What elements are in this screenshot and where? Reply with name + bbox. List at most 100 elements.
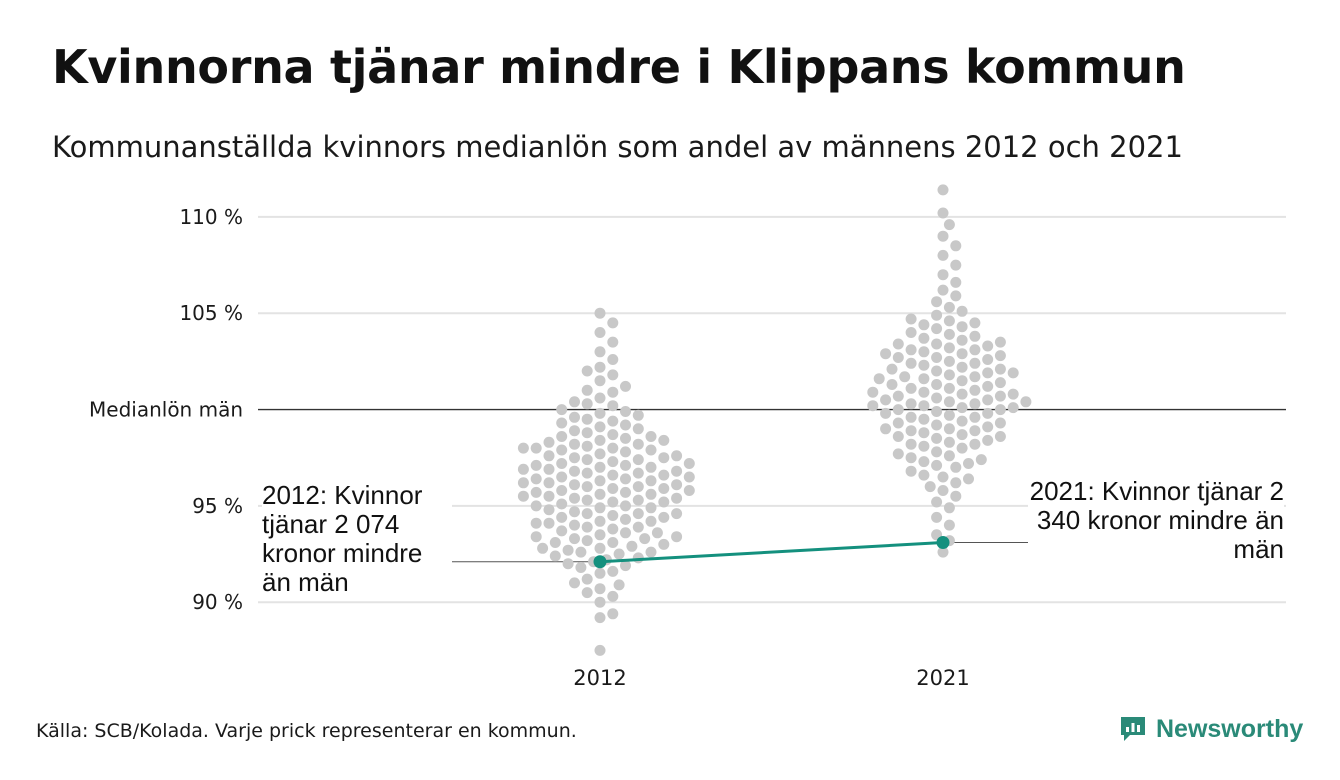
municipality-dot (886, 379, 898, 390)
municipality-dot (994, 417, 1006, 429)
municipality-dot (607, 590, 619, 602)
municipality-dot (594, 529, 606, 541)
municipality-dot (569, 577, 580, 589)
municipality-dot (530, 486, 542, 498)
municipality-dot (880, 394, 892, 406)
municipality-dot (607, 456, 619, 468)
beeswarm-chart: 90 % 95 % Medianlön män 105 % 110 % 2012 2021 (89, 184, 1286, 690)
municipality-dot (594, 361, 606, 373)
municipality-dot (626, 540, 638, 552)
municipality-dot (569, 452, 580, 464)
municipality-dot (581, 427, 593, 439)
municipality-dot (982, 380, 994, 392)
municipality-dot (556, 525, 568, 537)
municipality-dot (905, 327, 917, 338)
municipality-dot (931, 459, 943, 471)
municipality-dot (594, 346, 606, 358)
newsworthy-logo-icon (1121, 717, 1145, 741)
municipality-dot (607, 336, 619, 348)
municipality-dot (963, 458, 974, 469)
municipality-dot (645, 515, 657, 527)
municipality-dot (937, 471, 949, 483)
municipality-dot (607, 537, 619, 548)
municipality-dot (632, 454, 644, 466)
municipality-dot (658, 496, 670, 508)
municipality-dot (931, 352, 943, 363)
municipality-dot (594, 515, 606, 527)
municipality-dot (956, 388, 968, 400)
municipality-dot (607, 496, 619, 508)
municipality-dot (937, 284, 949, 296)
municipality-dot (931, 511, 943, 523)
municipality-dot (581, 440, 593, 452)
municipality-dot (607, 469, 619, 481)
annotation-2021: 2021: Kvinnor tjänar 2 340 kronor mindre… (1028, 476, 1284, 564)
municipality-dot (931, 446, 943, 458)
municipality-dot (594, 448, 606, 460)
municipality-dot (943, 436, 955, 448)
municipality-dot (594, 567, 606, 579)
municipality-dot (969, 344, 981, 356)
municipality-dot (950, 490, 962, 502)
municipality-dot (671, 465, 683, 477)
municipality-dot (905, 411, 917, 423)
municipality-dot (594, 327, 606, 338)
municipality-dot (569, 396, 580, 408)
municipality-dot (594, 644, 606, 656)
municipality-dot (581, 494, 593, 506)
municipality-dot (943, 409, 955, 421)
municipality-dot (905, 425, 917, 437)
municipality-dot (594, 407, 606, 419)
municipality-dot (562, 558, 574, 570)
municipality-dot (645, 488, 657, 500)
municipality-dot (562, 544, 574, 556)
municipality-dot (969, 425, 981, 437)
municipality-dot (658, 469, 670, 481)
municipality-dot (620, 446, 631, 458)
municipality-dot (918, 319, 930, 331)
municipality-dot (517, 442, 529, 454)
municipality-dot (594, 421, 606, 433)
municipality-dot (581, 467, 593, 479)
municipality-dot (575, 562, 587, 573)
municipality-dot (943, 396, 955, 408)
municipality-dot (569, 438, 580, 450)
municipality-dot (982, 434, 994, 446)
municipality-dot (581, 413, 593, 425)
municipality-dot (543, 450, 555, 462)
municipality-dot (645, 444, 657, 456)
municipality-dots (517, 184, 1032, 656)
municipality-dot (632, 521, 644, 533)
municipality-dot (867, 386, 879, 398)
municipality-dot (994, 390, 1006, 402)
municipality-dot (594, 583, 606, 595)
municipality-dot (575, 546, 587, 558)
municipality-dot (994, 404, 1006, 416)
municipality-dot (880, 423, 892, 435)
municipality-dot (556, 444, 568, 456)
municipality-dot (594, 596, 606, 608)
municipality-dot (607, 510, 619, 521)
municipality-dot (543, 490, 555, 502)
municipality-dot (569, 533, 580, 545)
municipality-dot (632, 494, 644, 506)
municipality-dot (943, 519, 955, 531)
municipality-dot (517, 477, 529, 489)
x-category-label: 2021 (916, 666, 969, 690)
municipality-dot (632, 508, 644, 520)
municipality-dot (594, 488, 606, 500)
municipality-dot (620, 486, 631, 498)
municipality-dot (931, 365, 943, 377)
municipality-dot (905, 382, 917, 394)
municipality-dot (956, 334, 968, 346)
municipality-dot (931, 338, 943, 350)
municipality-dot (931, 323, 943, 335)
municipality-dot (569, 519, 580, 531)
highlight-point (593, 555, 607, 569)
municipality-dot (569, 492, 580, 504)
municipality-dot (950, 240, 962, 252)
municipality-dot (918, 346, 930, 358)
municipality-dot (950, 290, 962, 302)
municipality-dot (569, 479, 580, 491)
municipality-dot (517, 463, 529, 475)
